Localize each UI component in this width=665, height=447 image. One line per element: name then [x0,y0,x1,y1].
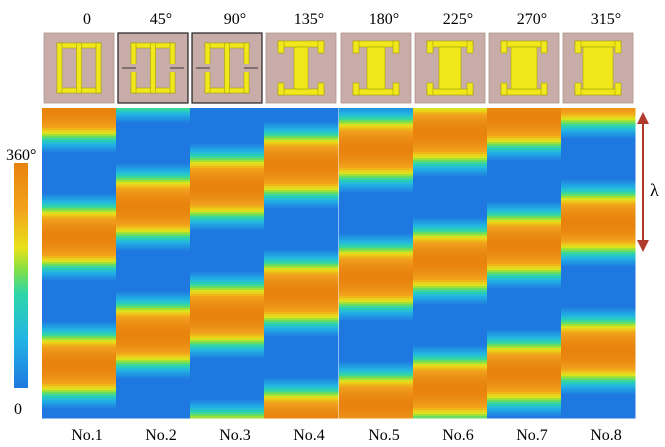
unit-cell [562,32,634,104]
unit-cell [265,32,337,104]
phase-label: 0 [83,11,91,28]
element-label: No.8 [590,427,622,444]
field-column [413,108,488,419]
element-label: No.5 [368,427,400,444]
field-column [264,108,339,419]
split-ring-resonator [122,42,184,94]
phase-label: 45° [150,11,172,28]
field-column [561,108,636,419]
unit-cells [43,32,634,104]
phase-label: 90° [224,11,246,28]
element-label: No.6 [442,427,474,444]
unit-cell [488,32,560,104]
unit-cell [340,32,412,104]
phase-label: 180° [369,11,399,28]
element-label: No.4 [293,427,325,444]
element-label: No.1 [71,427,103,444]
phase-label: 135° [294,11,324,28]
unit-cell [43,32,115,104]
phase-label: 225° [443,11,473,28]
colorbar-min-label: 0 [14,401,22,418]
i-beam-resonator [277,40,325,96]
split-ring-resonator [56,42,102,94]
phase-labels: 0 45° 90° 135° 180° 225° 270° 315° [83,11,621,28]
i-beam-resonator [426,40,474,96]
phase-label: 270° [517,11,547,28]
unit-cell [117,32,189,104]
unit-cell [414,32,486,104]
colorbar-max-label: 360° [6,147,36,164]
element-label: No.7 [516,427,548,444]
element-labels: No.1 No.2 No.3 No.4 No.5 No.6 No.7 No.8 [71,427,622,444]
i-beam-resonator [352,40,400,96]
field-column [190,108,265,419]
split-ring-resonator [196,42,258,94]
i-beam-resonator [574,40,622,96]
field-column [116,108,191,419]
colorbar [14,163,28,388]
phase-label: 315° [591,11,621,28]
unit-cell [191,32,263,104]
i-beam-resonator [500,40,548,96]
field-column [339,108,414,419]
wavelength-label: λ [650,180,659,200]
field-column [487,108,562,419]
field-column [42,108,117,419]
phase-field-map [42,108,636,419]
element-label: No.3 [219,427,251,444]
element-label: No.2 [145,427,177,444]
